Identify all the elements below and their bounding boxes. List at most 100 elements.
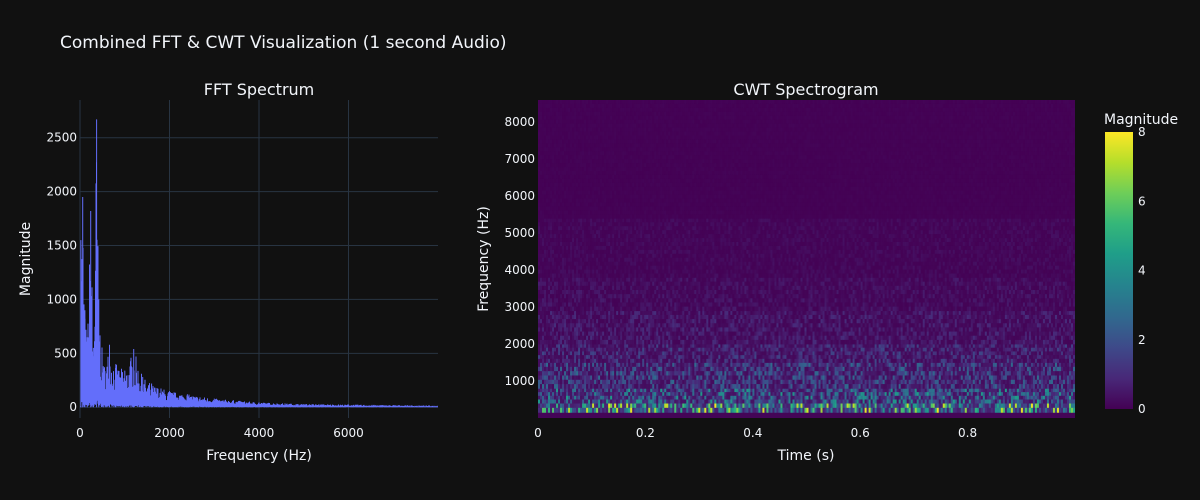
cwt-cell bbox=[696, 351, 698, 355]
cwt-cell bbox=[712, 371, 714, 376]
cwt-cell bbox=[644, 400, 646, 404]
cwt-cell bbox=[1045, 363, 1047, 368]
cwt-cell bbox=[1031, 400, 1033, 404]
cwt-cell bbox=[827, 388, 829, 392]
cwt-cell bbox=[732, 400, 734, 404]
cwt-cell bbox=[885, 348, 887, 352]
cwt-cell bbox=[560, 351, 562, 355]
cwt-cell bbox=[754, 351, 756, 355]
cwt-cell bbox=[614, 311, 616, 315]
cwt-cell bbox=[805, 355, 807, 359]
cwt-cell bbox=[963, 380, 965, 385]
cwt-cell bbox=[562, 400, 564, 404]
cwt-cell bbox=[1027, 380, 1029, 385]
cwt-cell bbox=[997, 344, 999, 348]
cwt-cell bbox=[702, 344, 704, 348]
cwt-cell bbox=[1001, 403, 1003, 408]
cwt-cell bbox=[722, 363, 724, 368]
cwt-cell bbox=[662, 355, 664, 359]
cwt-cell bbox=[792, 388, 794, 392]
cwt-cell bbox=[989, 408, 991, 413]
cwt-cell bbox=[682, 311, 684, 315]
cwt-cell bbox=[766, 392, 768, 396]
cwt-cell bbox=[1071, 367, 1073, 372]
cwt-cell bbox=[815, 403, 817, 408]
cwt-cell bbox=[656, 355, 658, 359]
cwt-cell bbox=[1045, 375, 1047, 380]
cwt-cell bbox=[931, 380, 933, 385]
cwt-cell bbox=[678, 392, 680, 396]
cwt-cell bbox=[1015, 355, 1017, 359]
cwt-cell bbox=[961, 359, 963, 363]
cwt-cell bbox=[927, 351, 929, 355]
cwt-cell bbox=[971, 375, 973, 380]
cwt-cell bbox=[662, 359, 664, 363]
cwt-cell bbox=[642, 351, 644, 355]
cwt-cell bbox=[1073, 355, 1075, 359]
cwt-cell bbox=[991, 384, 993, 389]
cwt-cell bbox=[540, 355, 542, 359]
cwt-cell bbox=[861, 371, 863, 376]
cwt-cell bbox=[542, 315, 544, 319]
cwt-cell bbox=[778, 367, 780, 372]
cwt-cell bbox=[1015, 371, 1017, 376]
cwt-cell bbox=[947, 392, 949, 396]
cwt-cell bbox=[925, 403, 927, 408]
cwt-cell bbox=[879, 403, 881, 408]
cwt-cell bbox=[1019, 344, 1021, 348]
cwt-cell bbox=[590, 363, 592, 368]
cwt-cell bbox=[995, 392, 997, 396]
cwt-cell bbox=[1059, 380, 1061, 385]
cwt-cell bbox=[841, 351, 843, 355]
cwt-cell bbox=[582, 380, 584, 385]
cwt-cell bbox=[684, 351, 686, 355]
cwt-cell bbox=[802, 375, 804, 380]
cwt-cell bbox=[796, 384, 798, 389]
cwt-cell bbox=[1051, 348, 1053, 352]
cwt-cell bbox=[1067, 375, 1069, 380]
cwt-cell bbox=[1003, 359, 1005, 363]
cwt-cell bbox=[656, 315, 658, 319]
cwt-cell bbox=[917, 408, 919, 413]
cwt-cell bbox=[774, 355, 776, 359]
cwt-cell bbox=[871, 344, 873, 348]
cwt-cell bbox=[875, 371, 877, 376]
fft-x-tick-label: 0 bbox=[76, 426, 84, 440]
cwt-cell bbox=[1017, 408, 1019, 413]
cwt-cell bbox=[815, 392, 817, 396]
cwt-cell bbox=[578, 315, 580, 319]
cwt-cell bbox=[636, 403, 638, 408]
cwt-cell bbox=[1021, 380, 1023, 385]
cwt-cell bbox=[955, 359, 957, 363]
cwt-cell bbox=[798, 355, 800, 359]
cwt-cell bbox=[905, 355, 907, 359]
cwt-cell bbox=[925, 384, 927, 389]
cwt-cell bbox=[871, 388, 873, 392]
cwt-cell bbox=[786, 375, 788, 380]
cwt-cell bbox=[899, 367, 901, 372]
cwt-cell bbox=[672, 348, 674, 352]
cwt-cell bbox=[548, 408, 550, 413]
cwt-cell bbox=[817, 403, 819, 408]
cwt-cell bbox=[1065, 355, 1067, 359]
cwt-cell bbox=[915, 384, 917, 389]
cwt-cell bbox=[893, 367, 895, 372]
cwt-cell bbox=[897, 363, 899, 368]
cwt-cell bbox=[716, 396, 718, 400]
cwt-cell bbox=[582, 315, 584, 319]
cwt-cell bbox=[903, 351, 905, 355]
cwt-cell bbox=[610, 348, 612, 352]
cwt-cell bbox=[642, 344, 644, 348]
cwt-cell bbox=[678, 359, 680, 363]
cwt-cell bbox=[863, 363, 865, 368]
cwt-cell bbox=[672, 355, 674, 359]
cwt-cell bbox=[811, 315, 813, 319]
cwt-cell bbox=[1025, 384, 1027, 389]
cwt-cell bbox=[859, 367, 861, 372]
cwt-cell bbox=[602, 384, 604, 389]
cwt-cell bbox=[734, 351, 736, 355]
cwt-cell bbox=[680, 403, 682, 408]
cwt-cell bbox=[600, 403, 602, 408]
cwt-cell bbox=[839, 311, 841, 315]
cwt-cell bbox=[674, 351, 676, 355]
